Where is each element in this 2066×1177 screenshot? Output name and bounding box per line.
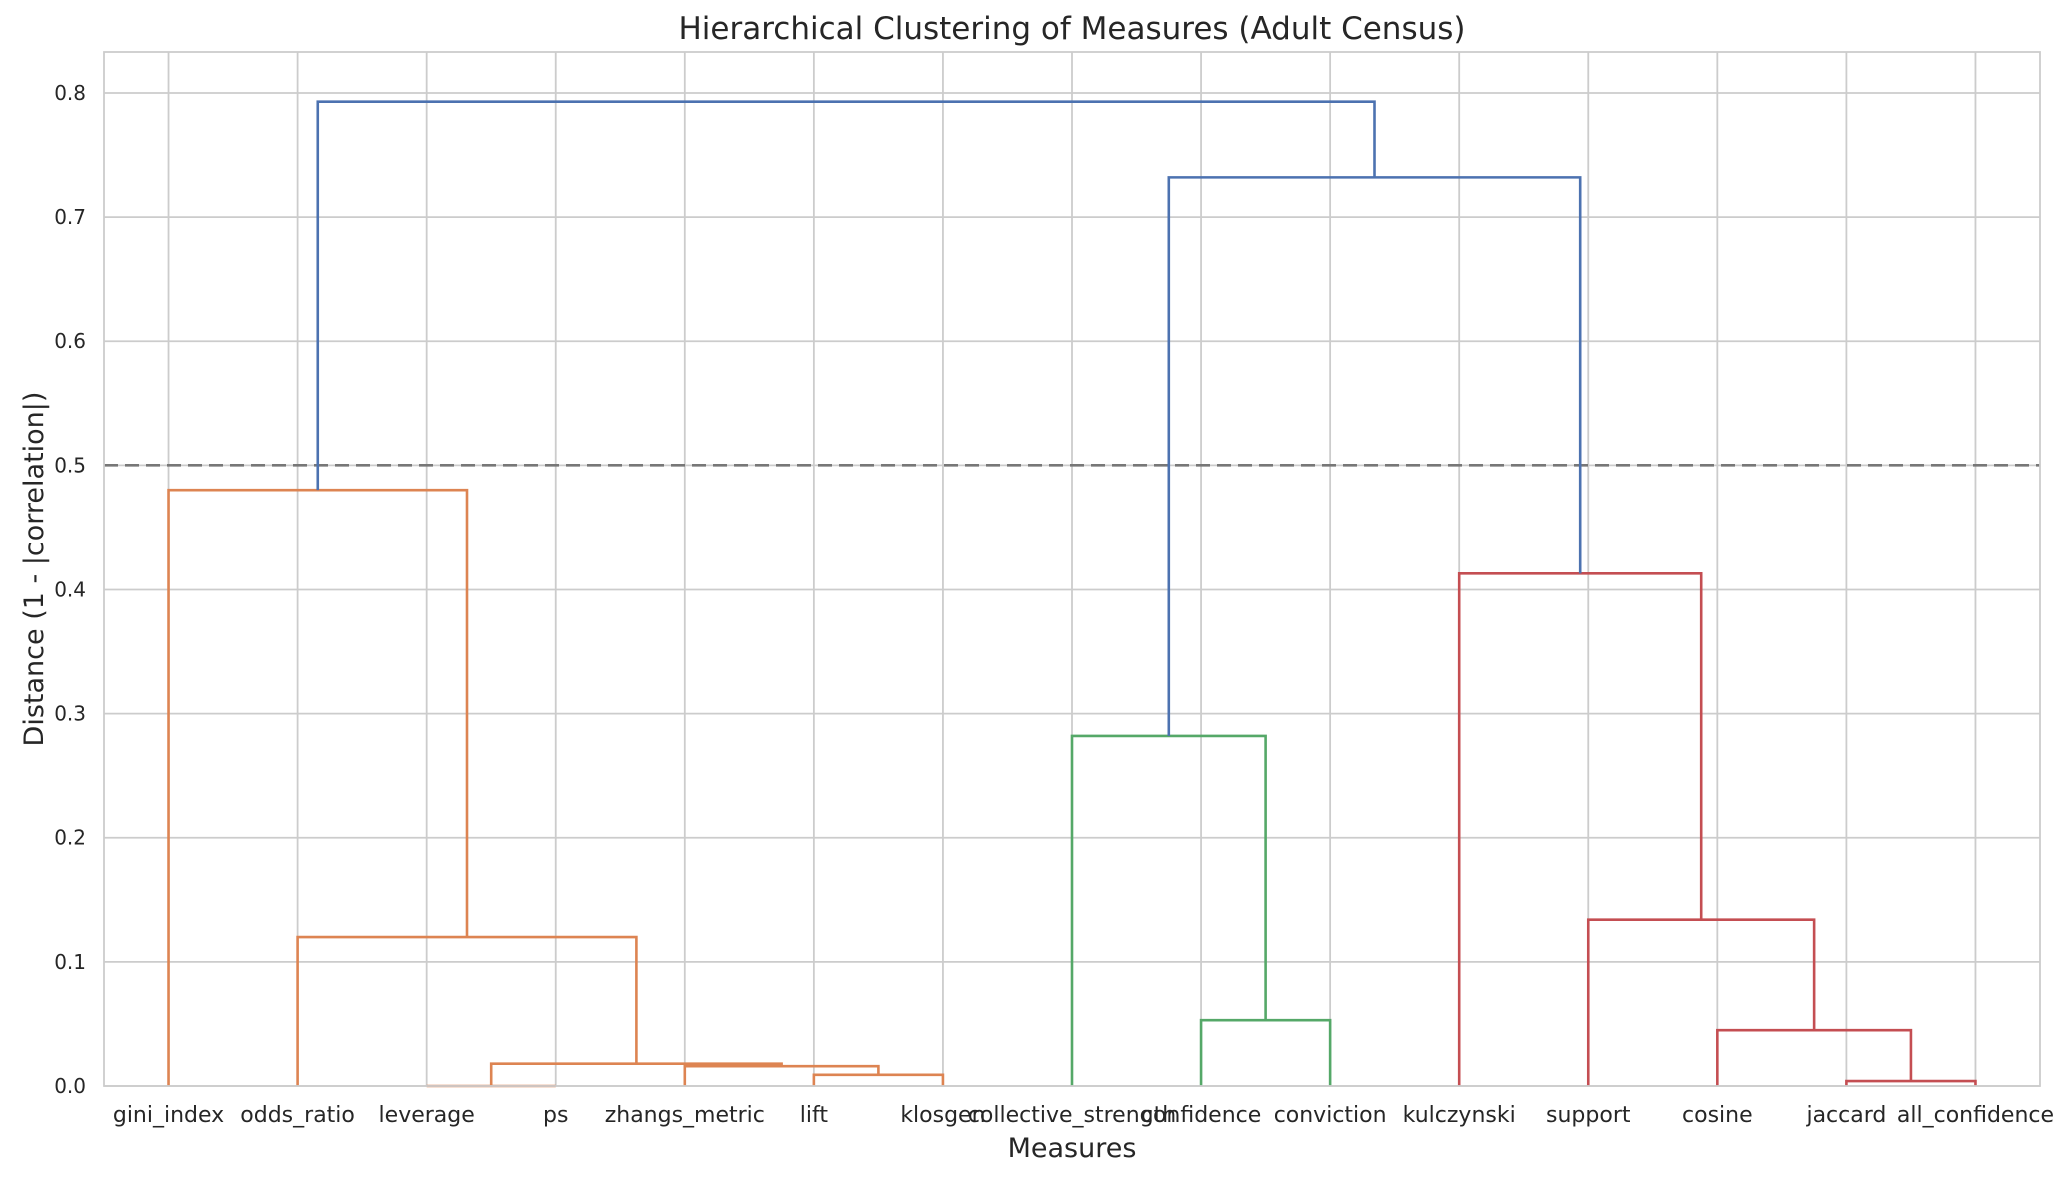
leaf-label: kulczynski (1403, 1103, 1516, 1128)
dendrogram-link (316, 100, 1376, 491)
y-tick-labels: 0.0 0.1 0.2 0.3 0.4 0.5 0.6 0.7 0.8 (54, 81, 86, 1098)
y-tick-label: 0.1 (54, 950, 86, 974)
leaf-label: collective_strength (968, 1103, 1176, 1128)
y-tick-label: 0.6 (54, 329, 86, 353)
leaf-label: confidence (1141, 1103, 1261, 1128)
y-tick-label: 0.0 (54, 1074, 86, 1098)
y-tick-label: 0.3 (54, 702, 86, 726)
x-axis-title: Measures (1008, 1133, 1137, 1164)
dendrogram-link (812, 1073, 945, 1086)
leaf-label: all_confidence (1897, 1103, 2054, 1128)
dendrogram-link (683, 1064, 880, 1086)
leaf-label: jaccard (1805, 1103, 1886, 1128)
dendrogram-link (167, 488, 469, 1086)
leaf-label: lift (800, 1103, 829, 1128)
dendrogram-link (1716, 1028, 1913, 1086)
leaf-label: conviction (1274, 1103, 1387, 1128)
leaf-label: odds_ratio (240, 1103, 355, 1128)
y-tick-label: 0.2 (54, 826, 86, 850)
leaf-label: leverage (379, 1103, 475, 1128)
leaf-label: cosine (1682, 1103, 1753, 1128)
dendrogram-link (1070, 734, 1267, 1086)
dendrogram-link (1457, 572, 1703, 1086)
dendrogram-links (167, 100, 1977, 1088)
y-axis-title: Distance (1 - |correlation|) (19, 392, 50, 747)
dendrogram-link (1167, 176, 1582, 736)
y-tick-label: 0.5 (54, 453, 86, 477)
dendrogram-link (1586, 918, 1816, 1086)
dendrogram-link (1199, 1018, 1332, 1086)
leaf-label: support (1546, 1103, 1631, 1128)
chart-title: Hierarchical Clustering of Measures (Adu… (678, 11, 1465, 47)
plot-frame (103, 51, 2041, 1087)
leaf-label: zhangs_metric (605, 1103, 765, 1128)
dendrogram-link (489, 1062, 783, 1086)
leaf-label: klosgen (900, 1103, 985, 1128)
leaf-label: gini_index (113, 1103, 224, 1128)
y-tick-label: 0.7 (54, 205, 86, 229)
y-tick-label: 0.4 (54, 577, 86, 601)
leaf-label: ps (543, 1103, 568, 1128)
y-tick-label: 0.8 (54, 81, 86, 105)
x-tick-labels: gini_index odds_ratio leverage ps zhangs_met… (113, 1103, 2054, 1128)
